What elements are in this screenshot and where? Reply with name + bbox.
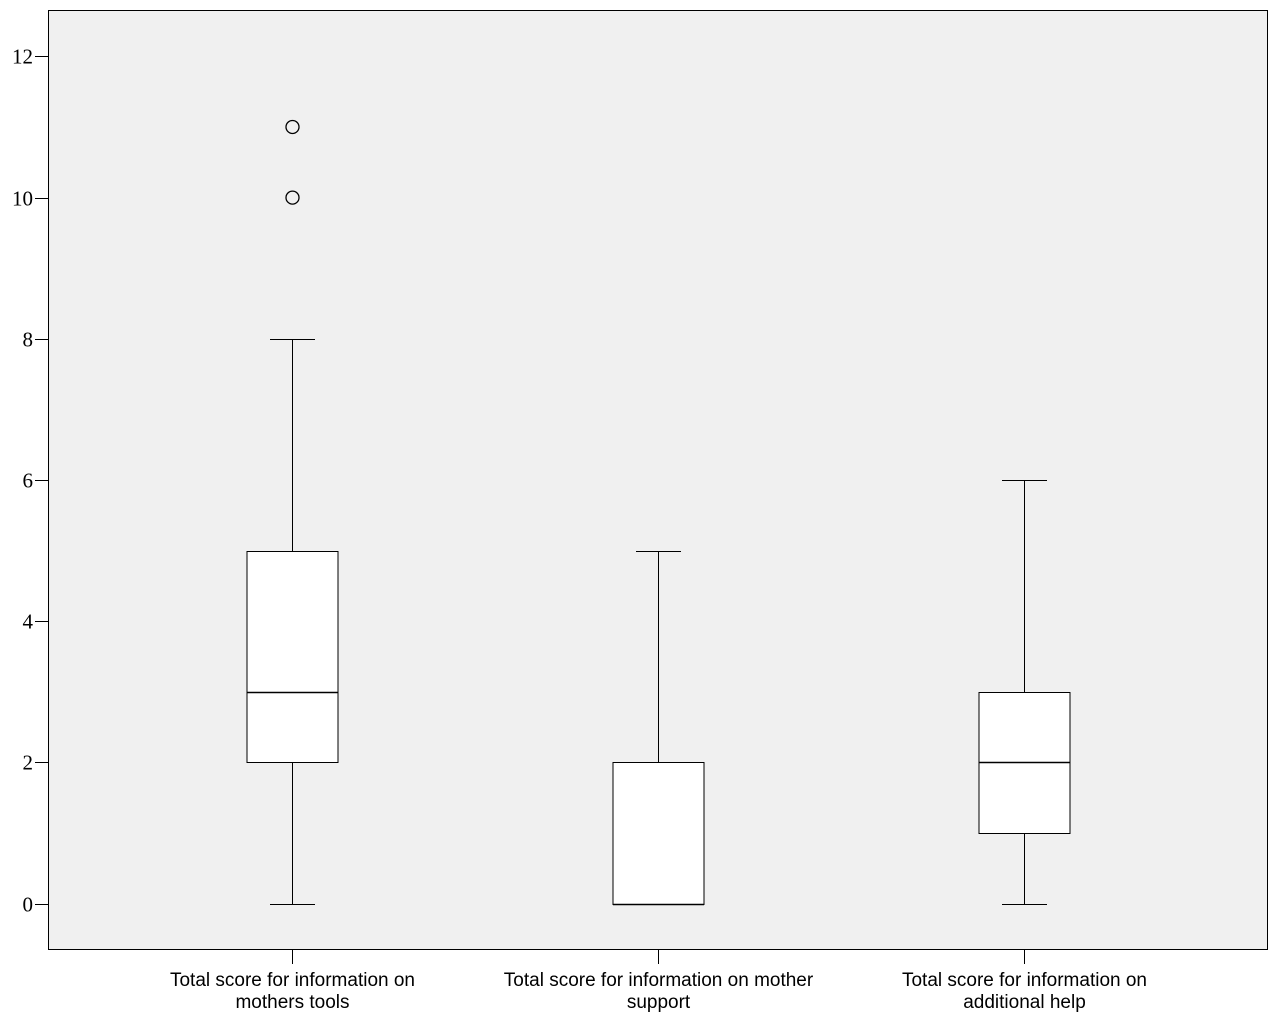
- y-tick-label: 10: [12, 187, 33, 211]
- y-tick-label: 8: [23, 328, 34, 352]
- box-group: [246, 119, 339, 905]
- box-group: [978, 480, 1071, 905]
- iqr-box: [612, 762, 705, 905]
- x-tick-label-line: Total score for information on: [170, 970, 415, 991]
- x-tick-label: Total score for information on mother sup…: [504, 970, 814, 1013]
- y-tick-label: 6: [23, 469, 34, 493]
- x-tick-label-line: Total score for information on mother: [504, 970, 814, 991]
- y-tick-label: 0: [23, 893, 34, 917]
- boxes-layer: [246, 119, 1071, 906]
- outlier-point: [285, 119, 300, 135]
- x-tick-label: Total score for information on additional…: [902, 970, 1147, 1013]
- x-tick-label-line: additional help: [963, 992, 1086, 1013]
- y-tick-label: 2: [23, 751, 34, 775]
- x-axis: Total score for information on mothers to…: [170, 949, 1147, 1013]
- iqr-box: [246, 551, 339, 763]
- outlier-point: [285, 190, 300, 205]
- y-tick-label: 4: [23, 610, 34, 634]
- x-tick-label-line: support: [627, 992, 691, 1013]
- box-group: [612, 551, 705, 906]
- x-tick-label: Total score for information on mothers to…: [170, 970, 415, 1013]
- x-tick-label-line: Total score for information on: [902, 970, 1147, 991]
- y-tick-label: 12: [12, 45, 33, 69]
- x-tick-label-line: mothers tools: [235, 992, 349, 1013]
- y-axis: 0 2 4 6 8 10 12: [12, 45, 49, 917]
